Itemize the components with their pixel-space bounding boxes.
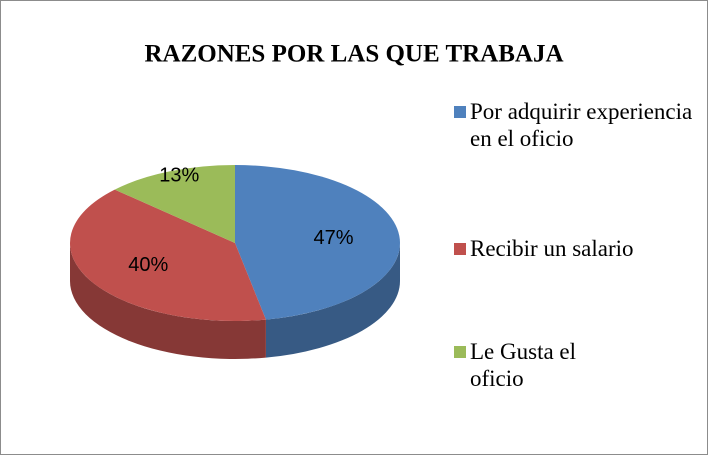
- data-label: 40%: [128, 254, 168, 276]
- legend-swatch: [454, 106, 466, 118]
- slice-side: [265, 243, 400, 358]
- legend-entry: Recibir un salario: [454, 235, 702, 262]
- slice: [69, 189, 266, 321]
- data-label: 47%: [314, 227, 354, 249]
- slice-side: [70, 243, 266, 359]
- slice: [114, 165, 235, 243]
- data-label: 13%: [159, 164, 199, 186]
- legend-swatch: [454, 346, 466, 358]
- legend-entry: Por adquirir experiencia en el oficio: [454, 98, 702, 152]
- legend-label: Le Gusta el oficio: [470, 339, 577, 391]
- legend-label: Recibir un salario: [470, 236, 634, 261]
- slice: [235, 165, 401, 320]
- legend-entry: Le Gusta el oficio: [454, 338, 702, 392]
- legend-swatch: [454, 243, 466, 255]
- chart-title: RAZONES POR LAS QUE TRABAJA: [144, 41, 563, 68]
- legend-label: Por adquirir experiencia en el oficio: [470, 99, 693, 151]
